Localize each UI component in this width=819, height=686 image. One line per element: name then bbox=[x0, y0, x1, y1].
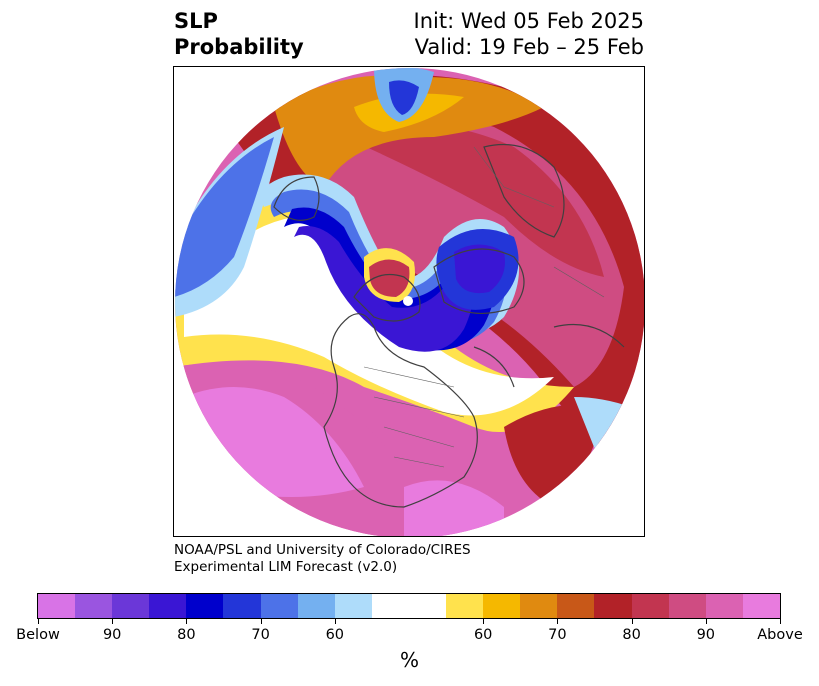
red-atlantic bbox=[504, 404, 604, 507]
colorbar-swatch bbox=[75, 594, 113, 618]
colorbar-tick bbox=[631, 619, 633, 624]
colorbar-tick bbox=[334, 619, 336, 624]
colorbar-tick-label: 70 bbox=[251, 627, 270, 643]
colorbar-swatch bbox=[446, 594, 484, 618]
colorbar-swatch bbox=[483, 594, 521, 618]
colorbar-tick-label: Above bbox=[757, 627, 803, 643]
crimson-arctic bbox=[344, 124, 604, 277]
map-panel bbox=[173, 66, 645, 537]
colorbar-swatch bbox=[668, 594, 706, 618]
map-title-right: Init: Wed 05 Feb 2025 Valid: 19 Feb – 25… bbox=[414, 8, 644, 60]
colorbar bbox=[37, 593, 781, 619]
colorbar-tick bbox=[557, 619, 559, 624]
colorbar-tick bbox=[38, 619, 39, 624]
colorbar-tick bbox=[112, 619, 114, 624]
colorbar-tick bbox=[483, 619, 485, 624]
title-variable: SLP bbox=[174, 9, 218, 33]
colorbar-tick-label: 60 bbox=[325, 627, 345, 643]
colorbar-tick-label: 70 bbox=[548, 627, 567, 643]
colorbar-ticks: Below 90 80 70 60 60 70 80 90 Above bbox=[0, 619, 819, 649]
colorbar-swatch bbox=[742, 594, 780, 618]
polar-probability-map bbox=[175, 68, 644, 536]
credit-text: NOAA/PSL and University of Colorado/CIRE… bbox=[174, 542, 471, 576]
colorbar-tick bbox=[260, 619, 262, 624]
pole-marker bbox=[403, 296, 413, 306]
blue-alaska bbox=[175, 137, 274, 297]
colorbar-units: % bbox=[399, 648, 419, 672]
colorbar-tick-label: 90 bbox=[696, 627, 716, 643]
colorbar-swatch bbox=[371, 594, 447, 618]
colorbar-tick bbox=[705, 619, 707, 624]
polar-warm-core bbox=[369, 259, 410, 297]
colorbar-tick-label: 80 bbox=[177, 627, 196, 643]
colorbar-swatch bbox=[38, 594, 76, 618]
colorbar-swatch bbox=[149, 594, 187, 618]
colorbar-tick-label: Below bbox=[16, 627, 60, 643]
valid-period: Valid: 19 Feb – 25 Feb bbox=[414, 35, 644, 59]
init-date: Init: Wed 05 Feb 2025 bbox=[413, 9, 644, 33]
colorbar-swatch bbox=[520, 594, 558, 618]
colorbar-tick-label: 80 bbox=[622, 627, 641, 643]
colorbar-tick bbox=[780, 619, 781, 624]
colorbar-swatch bbox=[186, 594, 224, 618]
colorbar-swatch bbox=[334, 594, 372, 618]
colorbar-tick-label: 90 bbox=[102, 627, 122, 643]
title-field: Probability bbox=[174, 35, 304, 59]
coastlines bbox=[273, 143, 625, 508]
colorbar-swatch bbox=[631, 594, 669, 618]
map-title-left: SLP Probability bbox=[174, 8, 304, 60]
low-core-east bbox=[454, 244, 505, 294]
credit-line-2: Experimental LIM Forecast (v2.0) bbox=[174, 559, 398, 575]
orange-band bbox=[274, 75, 544, 187]
country-borders bbox=[363, 146, 605, 468]
colorbar-tick bbox=[186, 619, 188, 624]
colorbar-swatch bbox=[260, 594, 298, 618]
colorbar-swatch bbox=[594, 594, 632, 618]
colorbar-swatch bbox=[112, 594, 150, 618]
colorbar-swatch bbox=[297, 594, 335, 618]
colorbar-swatch bbox=[223, 594, 261, 618]
colorbar-swatch bbox=[557, 594, 595, 618]
colorbar-tick-label: 60 bbox=[473, 627, 493, 643]
indigo-core bbox=[294, 226, 473, 352]
colorbar-swatch bbox=[705, 594, 743, 618]
credit-line-1: NOAA/PSL and University of Colorado/CIRE… bbox=[174, 542, 471, 558]
deep-lobe-north bbox=[389, 80, 419, 115]
